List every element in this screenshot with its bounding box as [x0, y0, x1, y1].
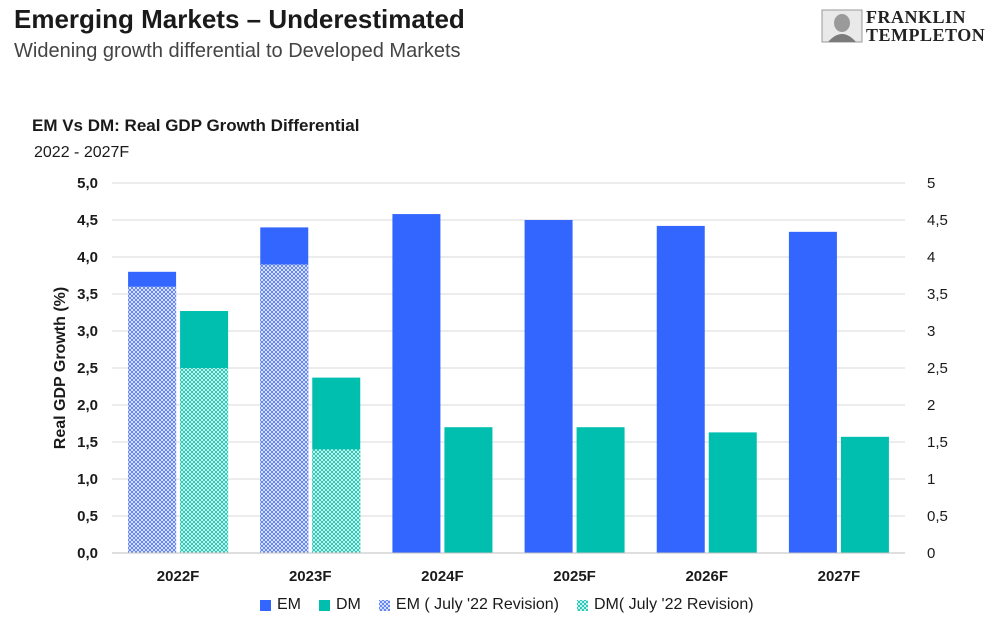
- bar-em-revision-2023F: [260, 264, 309, 553]
- bar-dm-revision-2023F: [312, 449, 361, 553]
- legend-item-dm-revision: DM( July '22 Revision): [577, 596, 754, 614]
- logo-line-2: TEMPLETON: [866, 25, 986, 45]
- bar-em-2027F: [788, 231, 837, 553]
- y-tick-label-right: 0,5: [927, 508, 948, 525]
- y-tick-label-right: 3: [927, 323, 935, 340]
- x-tick-label: 2022F: [157, 568, 200, 585]
- legend-item-dm: DM: [319, 596, 361, 614]
- bar-dm-2026F: [708, 432, 757, 553]
- y-tick-label-right: 4: [927, 249, 935, 266]
- legend-item-em: EM: [260, 596, 301, 614]
- y-tick-label-left: 4,5: [77, 212, 98, 229]
- legend-label-em-revision: EM ( July '22 Revision): [395, 596, 559, 613]
- bar-em-2026F: [656, 225, 705, 554]
- legend-label-dm-revision: DM( July '22 Revision): [594, 596, 754, 613]
- franklin-templeton-logo: FRANKLIN TEMPLETON: [820, 8, 990, 44]
- chart-subtitle: 2022 - 2027F: [34, 144, 130, 161]
- y-tick-label-left: 2,0: [77, 397, 98, 414]
- chart-gridlines: [112, 182, 905, 554]
- bar-em-revision-2022F: [128, 286, 177, 553]
- y-tick-label-left: 1,0: [77, 471, 98, 488]
- x-tick-label: 2025F: [553, 568, 596, 585]
- legend-swatch-dm-revision: [577, 599, 588, 611]
- chart-legend: EM DM EM ( July '22 Revision) DM( July '…: [260, 596, 754, 614]
- chart-axes: 0,0 0 0,5 0,5 1,0 1 1,5 1,5 2,0 2 2,5 2,5 3,0 3 3,5 3,5…: [77, 175, 948, 585]
- x-tick-label: 2024F: [421, 568, 464, 585]
- y-tick-label-right: 1: [927, 471, 935, 488]
- y-tick-label-left: 3,0: [77, 323, 98, 340]
- y-tick-label-left: 2,5: [77, 360, 98, 377]
- legend-label-em: EM: [277, 596, 301, 613]
- chart-bars: [128, 214, 889, 554]
- y-tick-label-right: 2: [927, 397, 935, 414]
- y-tick-label-left: 1,5: [77, 434, 98, 451]
- legend-swatch-em-revision: [378, 599, 390, 611]
- legend-swatch-dm: [319, 599, 330, 611]
- y-tick-label-right: 4,5: [927, 212, 948, 229]
- legend-label-dm: DM: [336, 596, 361, 613]
- bar-dm-2025F: [576, 427, 625, 553]
- bar-dm-2027F: [840, 436, 889, 553]
- legend-item-em-revision: EM ( July '22 Revision): [378, 596, 559, 614]
- x-tick-label: 2027F: [818, 568, 861, 585]
- legend-swatch-em: [260, 599, 271, 611]
- page-title: Emerging Markets – Underestimated: [14, 4, 465, 34]
- y-axis-label: Real GDP Growth (%): [52, 287, 69, 449]
- y-tick-label-right: 5: [927, 175, 935, 192]
- bar-dm-revision-2022F: [180, 368, 229, 553]
- y-tick-label-left: 4,0: [77, 249, 98, 266]
- x-tick-label: 2023F: [289, 568, 332, 585]
- y-tick-label-right: 1,5: [927, 434, 948, 451]
- bar-em-2024F: [392, 214, 441, 553]
- logo-line-1: FRANKLIN: [866, 7, 967, 27]
- logo-wordmark: FRANKLIN TEMPLETON: [866, 8, 985, 44]
- bar-dm-2024F: [444, 427, 493, 553]
- y-tick-label-right: 0: [927, 545, 935, 562]
- benjamin-franklin-portrait-icon: [821, 9, 863, 43]
- y-tick-label-left: 3,5: [77, 286, 98, 303]
- chart-title: EM Vs DM: Real GDP Growth Differential: [32, 116, 360, 135]
- page-subtitle: Widening growth differential to Develope…: [14, 40, 461, 62]
- x-tick-label: 2026F: [685, 568, 728, 585]
- y-tick-label-left: 0,0: [77, 545, 98, 562]
- y-tick-label-left: 0,5: [77, 508, 98, 525]
- y-tick-label-left: 5,0: [77, 175, 98, 192]
- bar-em-2025F: [524, 220, 573, 553]
- y-tick-label-right: 3,5: [927, 286, 948, 303]
- y-tick-label-right: 2,5: [927, 360, 948, 377]
